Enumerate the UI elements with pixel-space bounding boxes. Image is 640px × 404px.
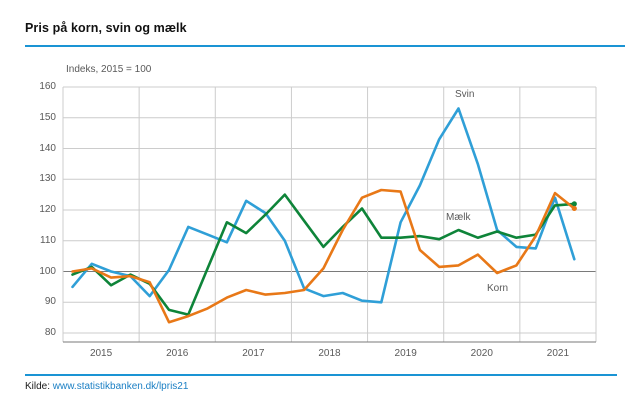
y-tick-label: 90 — [44, 296, 56, 308]
x-tick-label: 2021 — [546, 348, 570, 359]
y-axis-unit-label: Indeks, 2015 = 100 — [66, 64, 152, 75]
series-label-svin: Svin — [455, 89, 475, 100]
x-tick-label: 2018 — [318, 348, 341, 359]
footer-divider — [25, 374, 617, 376]
x-tick-label: 2017 — [242, 348, 265, 359]
y-tick-label: 100 — [39, 265, 56, 277]
y-tick-label: 110 — [40, 234, 56, 246]
series-label-mælk: Mælk — [446, 212, 471, 223]
y-tick-label: 150 — [39, 111, 56, 123]
x-tick-label: 2020 — [470, 348, 493, 359]
x-tick-label: 2019 — [394, 348, 417, 359]
x-tick-label: 2015 — [89, 348, 113, 359]
title-divider — [25, 45, 625, 47]
source-label: Kilde: — [25, 381, 51, 392]
y-tick-label: 160 — [39, 81, 56, 92]
y-tick-label: 80 — [44, 327, 56, 338]
series-line-mælk — [71, 193, 576, 316]
y-tick-label: 140 — [39, 142, 56, 154]
source-link[interactable]: www.statistikbanken.dk/lpris21 — [52, 381, 189, 392]
source-line: Kilde: www.statistikbanken.dk/lpris21 — [25, 381, 188, 392]
series-line-svin — [71, 107, 576, 304]
y-tick-label: 120 — [39, 204, 56, 215]
series-end-dot-korn — [571, 205, 577, 212]
series-end-dot-mælk — [571, 201, 577, 207]
x-tick-label: 2016 — [166, 348, 189, 359]
series-line-korn — [71, 188, 576, 324]
page-title: Pris på korn, svin og mælk — [25, 21, 187, 35]
series-label-korn: Korn — [487, 283, 509, 294]
y-tick-label: 130 — [39, 173, 56, 185]
